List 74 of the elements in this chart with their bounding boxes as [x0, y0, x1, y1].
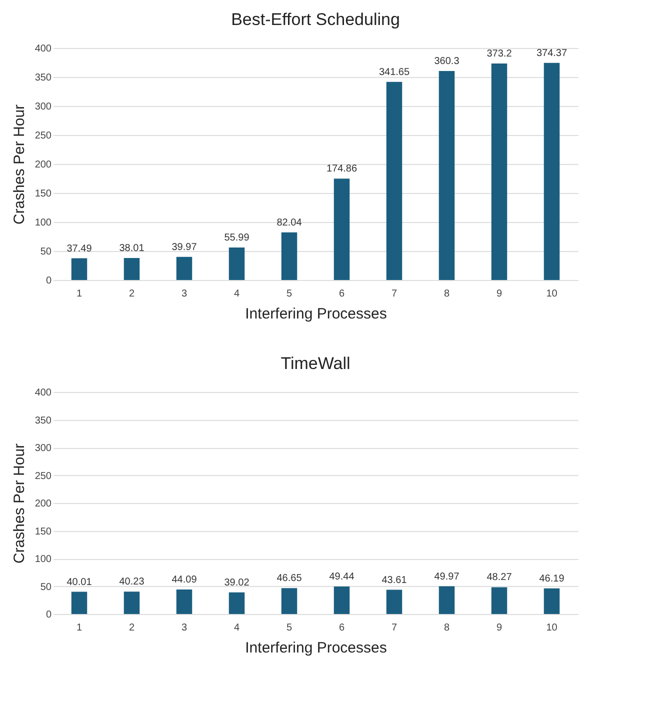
- data-label: 374.37: [536, 48, 568, 59]
- y-tick-label: 250: [34, 130, 52, 142]
- y-tick-label: 350: [34, 415, 52, 426]
- y-tick-label: 400: [34, 44, 52, 54]
- data-label: 39.02: [224, 577, 250, 588]
- y-tick-label: 100: [34, 554, 52, 565]
- y-tick-label: 0: [46, 610, 52, 620]
- bar: [491, 64, 508, 280]
- y-tick-label: 200: [34, 498, 52, 510]
- y-tick-label: 300: [34, 443, 52, 454]
- data-label: 82.04: [276, 217, 302, 228]
- data-label: 373.2: [486, 48, 512, 60]
- data-label: 49.44: [329, 572, 355, 583]
- data-label: 48.27: [486, 572, 512, 584]
- y-tick-label: 400: [34, 388, 52, 398]
- x-tick-label: 8: [444, 288, 450, 300]
- bar: [544, 62, 560, 280]
- bar: [228, 248, 245, 280]
- data-label: 55.99: [224, 232, 250, 244]
- bar: [71, 258, 88, 280]
- bar: [438, 71, 455, 280]
- y-axis-title: Crashes Per Hour: [10, 443, 28, 564]
- chart-title: TimeWall: [280, 354, 350, 373]
- y-tick-label: 350: [34, 72, 52, 84]
- bar: [281, 232, 298, 280]
- x-tick-label: 3: [181, 288, 188, 300]
- data-label: 40.23: [119, 576, 145, 588]
- x-tick-label: 1: [76, 622, 82, 634]
- chart-title: Best-Effort Scheduling: [231, 10, 400, 29]
- x-tick-label: 1: [76, 288, 82, 300]
- data-label: 49.97: [434, 571, 460, 582]
- x-tick-label: 2: [128, 288, 135, 300]
- x-tick-label: 2: [128, 622, 135, 634]
- data-label: 360.3: [434, 56, 460, 68]
- y-tick-label: 250: [34, 470, 52, 482]
- x-tick-label: 5: [286, 288, 292, 300]
- y-tick-label: 150: [34, 526, 52, 538]
- x-tick-label: 4: [234, 288, 240, 300]
- x-tick-label: 6: [338, 622, 345, 634]
- data-label: 37.49: [66, 243, 92, 254]
- y-axis-title: Crashes Per Hour: [10, 104, 28, 225]
- data-label: 43.61: [382, 574, 408, 586]
- x-tick-label: 10: [546, 622, 558, 634]
- bar: [124, 258, 140, 280]
- y-tick-label: 50: [40, 582, 52, 593]
- bar: [176, 256, 192, 280]
- y-tick-label: 200: [34, 160, 52, 170]
- x-tick-label: 4: [234, 622, 240, 634]
- data-label: 174.86: [326, 164, 358, 175]
- x-tick-label: 3: [181, 622, 188, 634]
- y-tick-label: 150: [34, 188, 52, 200]
- data-label: 46.65: [276, 573, 302, 584]
- data-label: 40.01: [66, 576, 92, 588]
- x-tick-label: 9: [496, 622, 502, 634]
- y-tick-label: 300: [34, 102, 52, 112]
- x-tick-label: 7: [391, 288, 398, 300]
- x-tick-label: 10: [546, 288, 558, 300]
- data-label: 341.65: [378, 66, 410, 78]
- y-tick-label: 0: [46, 276, 52, 286]
- x-tick-label: 7: [391, 622, 398, 634]
- bar: [386, 82, 402, 280]
- x-axis-title: Interfering Processes: [245, 306, 387, 322]
- x-tick-label: 6: [338, 288, 345, 300]
- y-tick-label: 100: [34, 218, 52, 228]
- data-label: 46.19: [539, 573, 565, 584]
- data-label: 39.97: [172, 242, 198, 253]
- x-tick-label: 5: [286, 622, 292, 634]
- bar: [334, 178, 350, 280]
- x-axis-title: Interfering Processes: [245, 640, 387, 656]
- y-tick-label: 50: [40, 246, 52, 258]
- x-tick-label: 8: [444, 622, 450, 634]
- data-label: 38.01: [119, 242, 145, 254]
- x-tick-label: 9: [496, 288, 502, 300]
- data-label: 44.09: [172, 574, 198, 586]
